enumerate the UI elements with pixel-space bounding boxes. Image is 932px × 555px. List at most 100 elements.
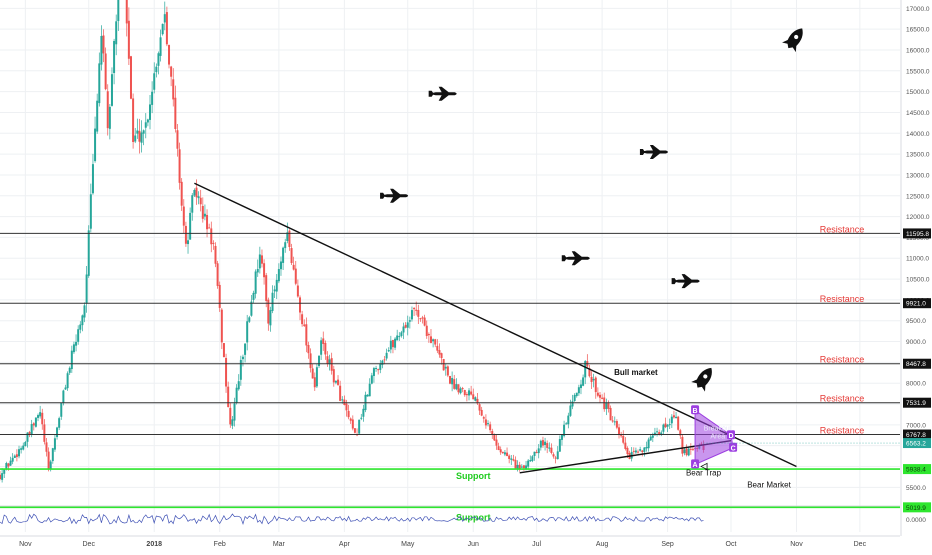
- candle: [117, 0, 120, 31]
- candle: [45, 437, 48, 457]
- candle-body: [451, 378, 454, 385]
- candle-body: [675, 416, 678, 419]
- candle-body: [415, 309, 418, 311]
- candle-body: [679, 430, 682, 436]
- candle: [537, 444, 540, 459]
- candle: [153, 62, 156, 94]
- candle-body: [385, 352, 388, 359]
- candle: [113, 38, 116, 85]
- time-tick-label: Nov: [790, 541, 803, 548]
- candle-body: [618, 427, 621, 435]
- candle: [351, 415, 354, 431]
- price-tick-label: 11000.0: [906, 256, 929, 263]
- candle: [70, 345, 73, 373]
- candle: [81, 314, 84, 332]
- candle-body: [309, 353, 312, 369]
- candle: [250, 294, 253, 317]
- candle: [267, 297, 270, 331]
- candle: [256, 259, 259, 277]
- candle-body: [685, 448, 688, 456]
- candle: [404, 322, 407, 329]
- candle-body: [472, 394, 475, 400]
- candle-body: [28, 432, 31, 434]
- rocket-window: [794, 34, 799, 40]
- candle-body: [552, 454, 555, 457]
- candle-body: [214, 245, 217, 264]
- candle-body: [75, 341, 78, 346]
- candle-body: [649, 436, 652, 441]
- candle: [260, 249, 263, 268]
- candle-body: [396, 335, 399, 341]
- candle-body: [195, 187, 198, 198]
- price-tick-label: 13500.0: [906, 152, 930, 159]
- candle: [142, 129, 145, 146]
- candle: [56, 426, 59, 440]
- candle-body: [423, 317, 426, 326]
- candle-body: [159, 37, 162, 56]
- candle: [607, 400, 610, 413]
- candle: [241, 354, 244, 367]
- candle: [271, 285, 274, 314]
- candle: [294, 260, 297, 286]
- candle: [108, 104, 111, 140]
- rocket-icon: [691, 367, 712, 392]
- candle: [455, 378, 458, 391]
- candle-body: [381, 360, 384, 365]
- candle: [151, 81, 154, 114]
- candle: [210, 221, 213, 253]
- candle-body: [360, 417, 363, 419]
- candle: [501, 451, 504, 454]
- candle-body: [227, 386, 230, 408]
- candle-body: [535, 452, 538, 454]
- candle: [11, 453, 14, 465]
- candle: [231, 416, 234, 430]
- price-level-badge-bg: [903, 298, 931, 309]
- candle: [482, 415, 485, 423]
- price-level-badge-bg: [903, 429, 931, 440]
- candle: [446, 365, 449, 378]
- candle: [149, 94, 151, 130]
- candle-body: [208, 227, 211, 229]
- candle: [189, 207, 192, 240]
- price-level-badge: 9921.0: [903, 298, 931, 309]
- price-tick-label: 13000.0: [906, 172, 930, 179]
- candle: [685, 444, 688, 457]
- candle: [244, 343, 247, 363]
- candle-body: [129, 56, 132, 99]
- candle: [212, 240, 215, 250]
- candle-body: [651, 435, 654, 438]
- candle-body: [132, 98, 135, 143]
- candle-body: [174, 97, 177, 129]
- candle-body: [66, 373, 69, 389]
- candle-body: [372, 368, 375, 376]
- candle-body: [294, 268, 297, 284]
- candle: [96, 93, 99, 134]
- candle: [146, 118, 149, 127]
- candle-body: [453, 379, 456, 389]
- candle-body: [508, 455, 511, 459]
- price-level-badge-text: 11595.8: [906, 231, 929, 238]
- candle: [275, 274, 278, 300]
- candle: [465, 391, 468, 402]
- candle-body: [550, 447, 553, 453]
- pattern-point-badge: [691, 405, 700, 415]
- candle-body: [68, 367, 71, 373]
- candle-body: [43, 424, 46, 442]
- candle-body: [328, 359, 331, 365]
- candle-body: [520, 466, 523, 468]
- rocket-shape: [691, 367, 712, 392]
- candle: [339, 380, 342, 402]
- candle: [66, 371, 69, 391]
- candle-body: [332, 369, 335, 383]
- candle: [535, 449, 538, 454]
- candle-body: [203, 213, 206, 217]
- candle-body: [197, 196, 200, 199]
- candle-body: [89, 194, 92, 229]
- candle-body: [239, 359, 242, 380]
- candle-body: [254, 271, 257, 294]
- candle: [518, 461, 521, 472]
- candle-body: [624, 442, 627, 449]
- candle: [573, 393, 576, 402]
- candle: [252, 290, 255, 304]
